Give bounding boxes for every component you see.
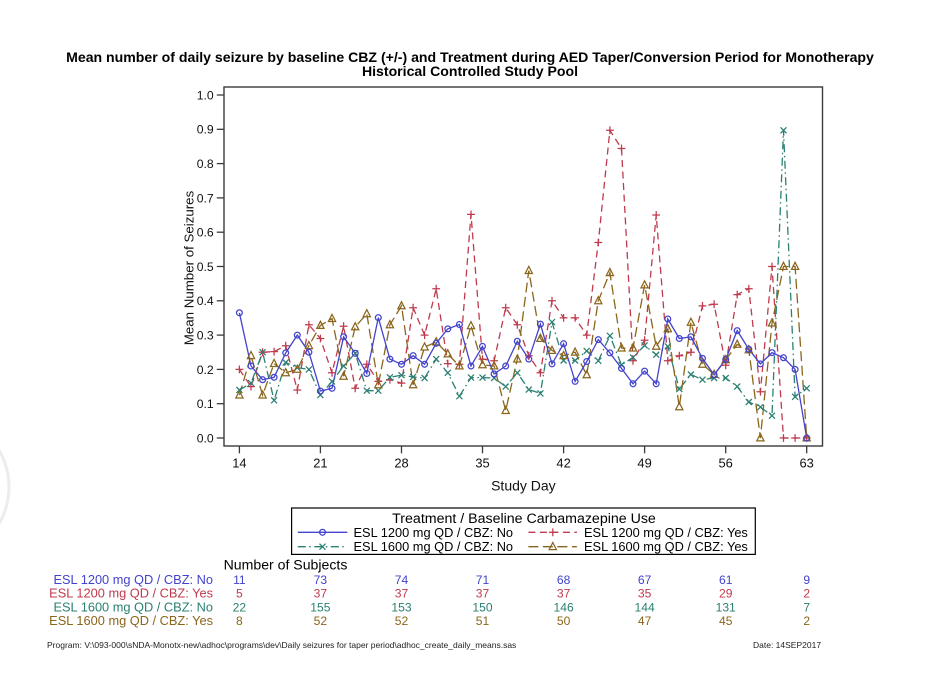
svg-text:5: 5 <box>236 587 243 601</box>
svg-text:52: 52 <box>395 614 409 628</box>
svg-text:21: 21 <box>313 456 327 471</box>
svg-text:144: 144 <box>635 600 655 614</box>
svg-text:Historical Controlled Study Po: Historical Controlled Study Pool <box>362 63 578 79</box>
svg-text:37: 37 <box>476 587 490 601</box>
svg-text:146: 146 <box>554 600 574 614</box>
svg-text:45: 45 <box>719 614 733 628</box>
svg-text:35: 35 <box>638 587 652 601</box>
svg-text:56: 56 <box>719 456 733 471</box>
svg-text:11: 11 <box>233 573 246 587</box>
svg-text:68: 68 <box>557 573 571 587</box>
svg-text:61: 61 <box>719 573 733 587</box>
svg-text:74: 74 <box>395 573 409 587</box>
svg-text:67: 67 <box>638 573 652 587</box>
svg-text:ESL 1600 mg QD / CBZ: Yes: ESL 1600 mg QD / CBZ: Yes <box>584 539 748 554</box>
svg-text:63: 63 <box>800 456 814 471</box>
svg-text:0.5: 0.5 <box>197 260 214 274</box>
svg-text:51: 51 <box>476 614 490 628</box>
svg-text:Treatment / Baseline Carbamaze: Treatment / Baseline Carbamazepine Use <box>392 511 656 527</box>
svg-text:47: 47 <box>638 614 652 628</box>
svg-text:37: 37 <box>557 587 571 601</box>
svg-text:Mean Number of Seizures: Mean Number of Seizures <box>182 190 197 345</box>
svg-text:42: 42 <box>556 456 570 471</box>
svg-text:0.7: 0.7 <box>197 191 214 205</box>
svg-text:28: 28 <box>394 456 408 471</box>
svg-text:153: 153 <box>391 600 411 614</box>
svg-text:Number of Subjects: Number of Subjects <box>224 556 348 572</box>
svg-text:ESL 1200 mg QD / CBZ: Yes: ESL 1200 mg QD / CBZ: Yes <box>584 525 748 540</box>
svg-text:71: 71 <box>476 573 490 587</box>
svg-text:7: 7 <box>803 600 810 614</box>
svg-text:22: 22 <box>233 600 247 614</box>
svg-text:ESL 1600 mg QD / CBZ: No: ESL 1600 mg QD / CBZ: No <box>53 599 213 614</box>
svg-text:50: 50 <box>557 614 571 628</box>
svg-text:Study Day: Study Day <box>491 478 556 494</box>
svg-text:1.0: 1.0 <box>197 88 214 102</box>
svg-text:14: 14 <box>232 456 246 471</box>
svg-text:52: 52 <box>314 614 328 628</box>
svg-text:150: 150 <box>472 600 492 614</box>
svg-text:131: 131 <box>716 600 736 614</box>
svg-text:0.6: 0.6 <box>197 226 214 240</box>
svg-text:29: 29 <box>719 587 733 601</box>
svg-text:155: 155 <box>310 600 330 614</box>
svg-text:0.0: 0.0 <box>197 431 214 445</box>
svg-text:ESL 1600 mg QD / CBZ: Yes: ESL 1600 mg QD / CBZ: Yes <box>49 613 213 628</box>
svg-text:35: 35 <box>475 456 489 471</box>
svg-text:Program: V:\093-000\sNDA-Monot: Program: V:\093-000\sNDA-Monotx-new\adho… <box>47 640 516 650</box>
svg-text:0.4: 0.4 <box>197 294 214 308</box>
svg-text:0.2: 0.2 <box>197 363 214 377</box>
svg-text:9: 9 <box>803 573 810 587</box>
svg-text:0.3: 0.3 <box>197 329 214 343</box>
svg-text:37: 37 <box>314 587 328 601</box>
svg-text:ESL 1200 mg QD / CBZ: No: ESL 1200 mg QD / CBZ: No <box>354 525 514 540</box>
svg-text:ESL 1200 mg QD / CBZ: Yes: ESL 1200 mg QD / CBZ: Yes <box>49 586 213 601</box>
svg-text:2: 2 <box>803 587 810 601</box>
svg-text:ESL 1600 mg QD / CBZ: No: ESL 1600 mg QD / CBZ: No <box>354 539 514 554</box>
svg-text:8: 8 <box>236 614 243 628</box>
svg-text:Mean number of daily seizure b: Mean number of daily seizure by baseline… <box>66 49 874 65</box>
svg-text:0.1: 0.1 <box>197 397 214 411</box>
svg-text:0.9: 0.9 <box>197 123 214 137</box>
svg-text:49: 49 <box>637 456 651 471</box>
svg-text:Date: 14SEP2017: Date: 14SEP2017 <box>753 640 821 650</box>
svg-text:ESL 1200 mg QD / CBZ: No: ESL 1200 mg QD / CBZ: No <box>53 572 213 587</box>
svg-text:2: 2 <box>803 614 810 628</box>
svg-text:0.8: 0.8 <box>197 157 214 171</box>
svg-text:37: 37 <box>395 587 409 601</box>
svg-text:73: 73 <box>314 573 328 587</box>
